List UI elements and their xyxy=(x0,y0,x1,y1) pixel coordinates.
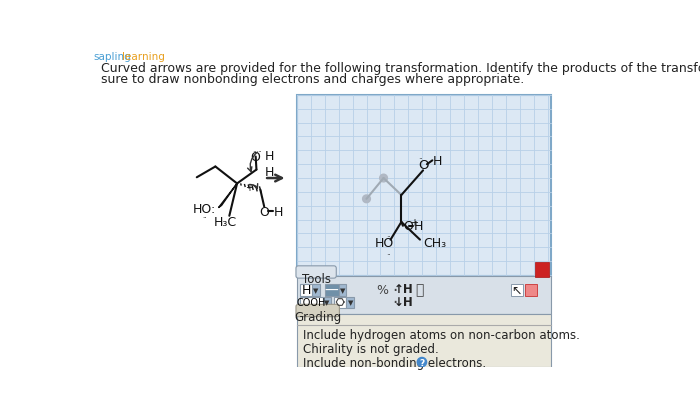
Text: H₃C: H₃C xyxy=(214,216,237,229)
Circle shape xyxy=(379,175,387,183)
FancyBboxPatch shape xyxy=(296,304,339,317)
Text: ↓H: ↓H xyxy=(394,295,414,308)
Bar xyxy=(300,298,323,309)
Text: H: H xyxy=(265,150,274,163)
Text: learning: learning xyxy=(122,52,164,62)
Bar xyxy=(297,96,551,276)
Text: ·: · xyxy=(392,293,397,311)
Bar xyxy=(323,298,331,309)
Text: +: + xyxy=(410,217,418,228)
Polygon shape xyxy=(218,184,237,208)
Text: CH₃: CH₃ xyxy=(423,237,446,249)
Text: Chirality is not graded.: Chirality is not graded. xyxy=(303,342,439,355)
Text: Include non-bonding electrons.: Include non-bonding electrons. xyxy=(303,356,486,369)
Text: H: H xyxy=(274,205,283,218)
Text: ·: · xyxy=(392,281,397,299)
Text: ?: ? xyxy=(419,358,424,367)
Text: COOH: COOH xyxy=(297,297,326,307)
Text: H: H xyxy=(414,220,423,233)
FancyArrowPatch shape xyxy=(249,184,258,189)
Text: ▼: ▼ xyxy=(324,299,330,305)
Text: ▼: ▼ xyxy=(314,287,318,293)
Text: sure to draw nonbonding electrons and charges where appropriate.: sure to draw nonbonding electrons and ch… xyxy=(102,73,525,85)
Text: ↖: ↖ xyxy=(512,283,522,297)
Bar xyxy=(297,315,551,368)
Bar xyxy=(325,284,339,296)
Text: ..: .. xyxy=(253,144,258,153)
Text: H: H xyxy=(302,283,311,297)
Text: ..: .. xyxy=(419,151,423,160)
Circle shape xyxy=(363,195,370,203)
Text: O: O xyxy=(418,158,428,171)
Text: Grading: Grading xyxy=(294,311,342,324)
FancyArrowPatch shape xyxy=(248,153,258,172)
Text: ▼: ▼ xyxy=(340,287,345,293)
Text: HO: HO xyxy=(374,237,394,249)
Text: O: O xyxy=(251,151,260,164)
Text: ▼: ▼ xyxy=(347,299,353,305)
Text: Tools: Tools xyxy=(302,272,330,285)
Bar xyxy=(536,262,550,278)
Text: ..: .. xyxy=(386,230,391,239)
Text: Include hydrogen atoms on non-carbon atoms.: Include hydrogen atoms on non-carbon ato… xyxy=(303,328,580,341)
Text: ↑H: ↑H xyxy=(394,283,414,296)
Text: H: H xyxy=(433,154,442,167)
Text: O: O xyxy=(403,220,413,233)
Text: —: — xyxy=(325,283,339,297)
Text: +: + xyxy=(245,183,253,193)
Text: ..: .. xyxy=(257,144,262,153)
Text: ..: .. xyxy=(386,248,391,257)
Text: sapling: sapling xyxy=(94,52,132,62)
Bar xyxy=(297,276,551,315)
Bar xyxy=(511,284,523,296)
Bar xyxy=(524,284,537,296)
Bar xyxy=(312,284,320,296)
FancyBboxPatch shape xyxy=(296,266,336,278)
Text: O: O xyxy=(259,205,269,218)
Text: Curved arrows are provided for the following transformation. Identify the produc: Curved arrows are provided for the follo… xyxy=(102,62,700,75)
Bar xyxy=(346,298,354,309)
Text: HO:: HO: xyxy=(193,202,216,215)
Bar xyxy=(339,284,346,296)
Text: ..: .. xyxy=(202,212,206,218)
Circle shape xyxy=(417,358,426,367)
Bar xyxy=(300,284,312,296)
Text: %: % xyxy=(376,283,388,297)
Text: H: H xyxy=(265,165,274,178)
Bar xyxy=(334,298,346,309)
Text: ⌒: ⌒ xyxy=(415,283,424,297)
